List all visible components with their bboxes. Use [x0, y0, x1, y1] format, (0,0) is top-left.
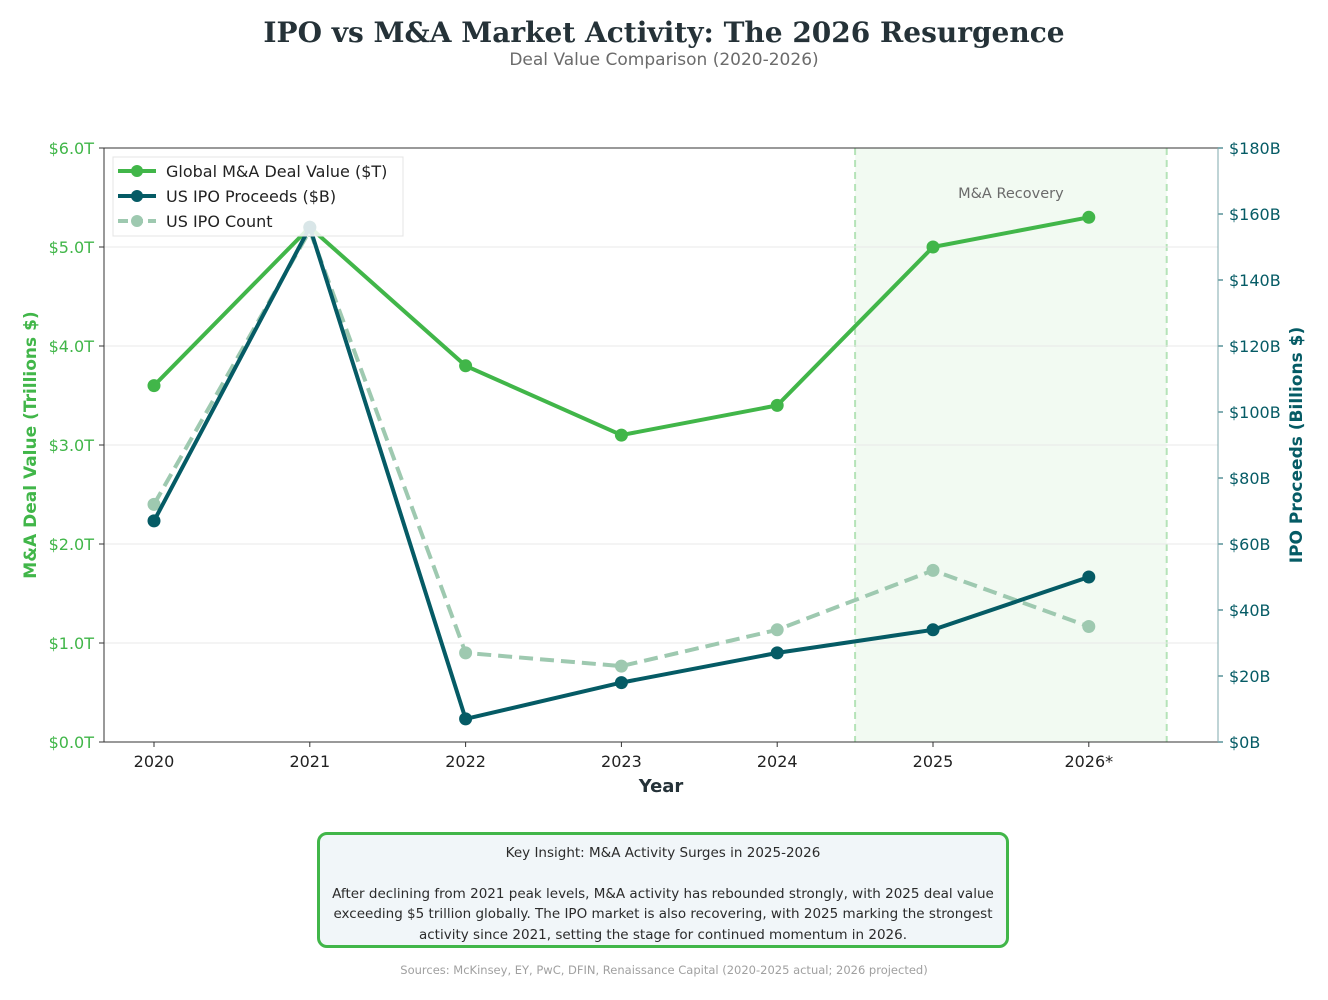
x-tick-label: 2020: [134, 752, 175, 771]
x-tick-label: 2024: [757, 752, 798, 771]
y-right-tick-label: $160B: [1229, 205, 1281, 224]
y-tick-label: $1.0T: [49, 634, 95, 653]
insight-heading: Key Insight: M&A Activity Surges in 2025…: [505, 845, 821, 861]
y-axis-label: M&A Deal Value (Trillions $): [21, 311, 41, 578]
chart: M&A Recovery $0.0T $1.0T $2.0T $3.0T $4.0T $5.…: [21, 139, 1307, 797]
legend-marker: [131, 165, 143, 177]
data-point: [926, 563, 940, 577]
x-tick-label: 2023: [601, 752, 642, 771]
data-point: [770, 646, 784, 660]
insight-line: activity since 2021, setting the stage f…: [418, 926, 908, 943]
y-right-tick-label: $60B: [1229, 535, 1271, 554]
y-tick-label: $4.0T: [49, 337, 95, 356]
y-right-tick-label: $0B: [1229, 733, 1260, 752]
data-point: [926, 240, 940, 254]
y-right-tick-label: $40B: [1229, 601, 1271, 620]
data-point: [459, 712, 473, 726]
x-axis-label: Year: [638, 776, 684, 797]
data-point: [614, 659, 628, 673]
data-point: [1082, 570, 1096, 584]
y-right-tick-label: $120B: [1229, 337, 1281, 356]
legend: [112, 156, 404, 237]
sources-note: Sources: McKinsey, EY, PwC, DFIN, Renais…: [400, 963, 928, 977]
data-point: [459, 646, 473, 660]
data-point: [926, 623, 940, 637]
data-point: [614, 428, 628, 442]
y-right-tick-label: $100B: [1229, 403, 1281, 422]
legend-label: US IPO Proceeds ($B): [166, 187, 336, 206]
data-point: [459, 359, 473, 373]
chart-title: IPO vs M&A Market Activity: The 2026 Res…: [263, 16, 1065, 49]
insight-box: Key Insight: M&A Activity Surges in 2025…: [317, 832, 1009, 948]
y-tick-label: $6.0T: [49, 139, 95, 158]
y-right-tick-label: $20B: [1229, 667, 1271, 686]
data-point: [1082, 620, 1096, 633]
y-tick-label: $2.0T: [49, 535, 95, 554]
legend-marker: [131, 215, 143, 227]
chart-subtitle: Deal Value Comparison (2020-2026): [509, 50, 819, 70]
data-point: [147, 514, 161, 528]
x-tick-label: 2021: [289, 752, 330, 771]
data-point: [770, 398, 784, 412]
recovery-label: M&A Recovery: [958, 186, 1064, 202]
legend-marker: [131, 190, 143, 202]
insight-line: exceeding $5 trillion globally. The IPO …: [333, 906, 993, 922]
y-right-tick-label: $140B: [1229, 271, 1281, 290]
y-right-tick-label: $180B: [1229, 139, 1281, 158]
data-point: [147, 497, 161, 511]
y-tick-label: $5.0T: [49, 238, 95, 257]
y-right-tick-label: $80B: [1229, 469, 1271, 488]
x-tick-label: 2022: [445, 752, 486, 771]
data-point: [147, 379, 161, 393]
legend-label: US IPO Count: [166, 212, 273, 231]
data-point: [770, 623, 784, 637]
data-point: [614, 676, 628, 690]
data-point: [1082, 210, 1096, 224]
y-right-axis-label: IPO Proceeds (Billions $): [1287, 327, 1307, 563]
x-tick-label: 2025: [913, 752, 954, 771]
x-tick-label: 2026*: [1064, 752, 1113, 771]
y-tick-label: $0.0T: [49, 733, 95, 752]
insight-line: After declining from 2021 peak levels, M…: [332, 885, 994, 902]
legend-label: Global M&A Deal Value ($T): [166, 162, 387, 181]
y-tick-label: $3.0T: [49, 436, 95, 455]
